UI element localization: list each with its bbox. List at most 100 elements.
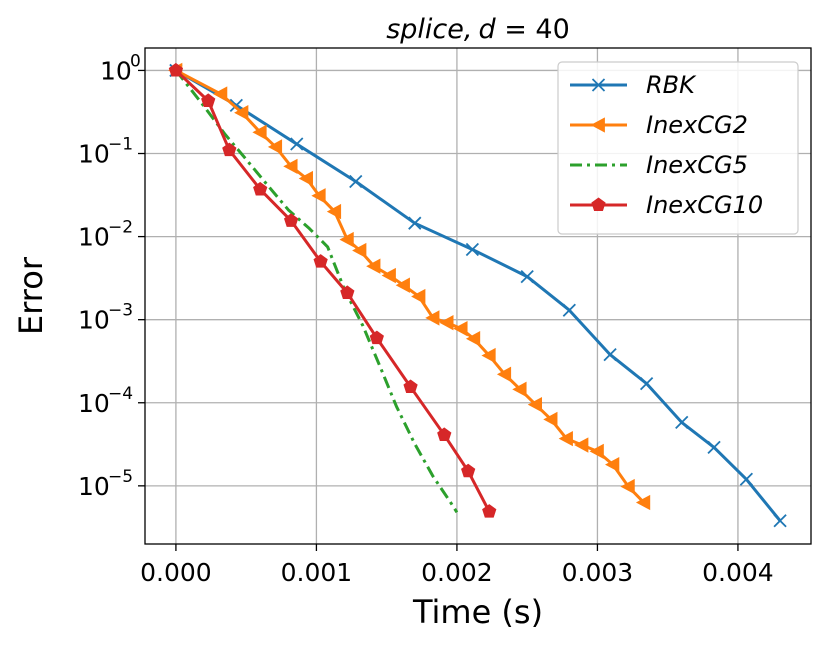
data-point — [527, 396, 543, 413]
x-axis-ticks: 0.000 0.001 0.002 0.003 0.004 — [140, 544, 774, 587]
data-point — [340, 285, 355, 299]
x-tick-label: 0.003 — [562, 558, 634, 587]
data-point — [222, 142, 237, 157]
data-point — [574, 437, 589, 453]
data-point — [298, 170, 313, 187]
data-point — [326, 203, 342, 220]
plot-frame — [144, 47, 812, 545]
y-tick-base: 10 — [78, 140, 110, 169]
y-tick-label: 10−5 — [78, 467, 133, 501]
x-tick-label: 0.001 — [281, 558, 353, 587]
marker-stroke — [408, 216, 422, 230]
data-point — [512, 381, 527, 398]
data-point — [313, 254, 328, 268]
data-point — [739, 472, 754, 486]
title-dataset: splice, — [386, 14, 472, 45]
y-tick-base: 10 — [78, 472, 110, 501]
data-point — [461, 463, 476, 478]
legend-box — [557, 61, 799, 235]
data-point — [603, 347, 617, 362]
data-point — [590, 117, 605, 133]
y-tick-exponent: −4 — [108, 384, 133, 404]
y-tick-base: 10 — [78, 389, 110, 418]
y-tick-exponent: −5 — [108, 467, 133, 487]
marker-stroke — [229, 98, 243, 112]
data-point — [290, 137, 304, 151]
legend-label: RBK — [646, 71, 697, 99]
marker-stroke — [603, 347, 617, 362]
data-point — [366, 258, 381, 274]
data-point — [543, 411, 558, 428]
legend-label: InexCG2 — [646, 111, 748, 139]
marker-stroke — [675, 415, 689, 430]
data-point — [381, 267, 396, 284]
data-point — [496, 366, 512, 382]
data-point — [283, 158, 298, 175]
x-tick-label: 0.004 — [702, 558, 774, 587]
data-point — [639, 376, 654, 391]
marker-stroke — [639, 376, 654, 391]
data-point — [562, 303, 576, 317]
marker-stroke — [562, 303, 576, 317]
data-point — [352, 242, 367, 259]
data-point — [283, 213, 299, 227]
data-point — [234, 105, 249, 121]
data-point — [411, 288, 426, 305]
y-tick-base: 10 — [100, 56, 132, 85]
data-point — [465, 242, 480, 257]
data-point — [481, 347, 496, 364]
legend-entry-inexcg5: InexCG5 — [570, 151, 748, 179]
data-point — [605, 456, 620, 473]
data-point — [339, 231, 354, 248]
legend-label: InexCG5 — [646, 151, 748, 179]
legend-entry-inexcg2: InexCG2 — [570, 111, 748, 139]
legend: RBK InexCG2 InexCG5 InexCG10 — [557, 61, 799, 235]
data-point — [168, 62, 184, 77]
marker-stroke — [465, 242, 480, 257]
title-variable: d — [478, 14, 496, 45]
data-point — [252, 124, 267, 140]
legend-label: InexCG10 — [646, 191, 763, 219]
data-point — [349, 174, 363, 189]
chart-title: splice, d = 40 — [386, 14, 570, 45]
x-axis-label: Time (s) — [412, 593, 543, 631]
y-tick-base: 10 — [78, 223, 110, 252]
title-value: = 40 — [496, 14, 570, 45]
data-point — [620, 478, 635, 495]
y-tick-label: 10−3 — [78, 301, 133, 335]
series-inexcg2 — [168, 62, 651, 511]
data-point — [267, 139, 283, 155]
y-tick-label: 100 — [100, 51, 141, 85]
series-line — [174, 69, 491, 513]
y-tick-label: 10−2 — [78, 218, 133, 252]
series-line — [174, 69, 459, 514]
data-point — [408, 216, 422, 230]
y-tick-label: 10−4 — [78, 384, 133, 418]
marker-stroke — [591, 78, 606, 92]
data-point — [591, 78, 606, 92]
legend-entry-inexcg10: InexCG10 — [570, 191, 763, 219]
marker-stroke — [520, 269, 534, 284]
data-point — [465, 331, 481, 347]
data-point — [395, 277, 410, 293]
series-inexcg5 — [174, 69, 459, 514]
data-point — [439, 315, 454, 331]
y-tick-label: 10−1 — [78, 135, 133, 169]
data-point — [213, 86, 228, 102]
grid — [145, 48, 811, 544]
data-point — [437, 427, 452, 441]
data-point — [635, 494, 651, 511]
y-tick-exponent: −2 — [108, 218, 133, 238]
series-inexcg10 — [168, 62, 497, 518]
marker-stroke — [773, 514, 787, 528]
marker-stroke — [290, 137, 304, 151]
y-tick-exponent: −3 — [108, 301, 133, 321]
data-point — [589, 443, 604, 460]
x-tick-label: 0.002 — [421, 558, 493, 587]
y-tick-exponent: 0 — [130, 51, 141, 71]
data-point — [403, 379, 418, 394]
data-point — [425, 310, 440, 326]
y-axis-label: Error — [12, 256, 50, 335]
data-point — [591, 197, 606, 212]
